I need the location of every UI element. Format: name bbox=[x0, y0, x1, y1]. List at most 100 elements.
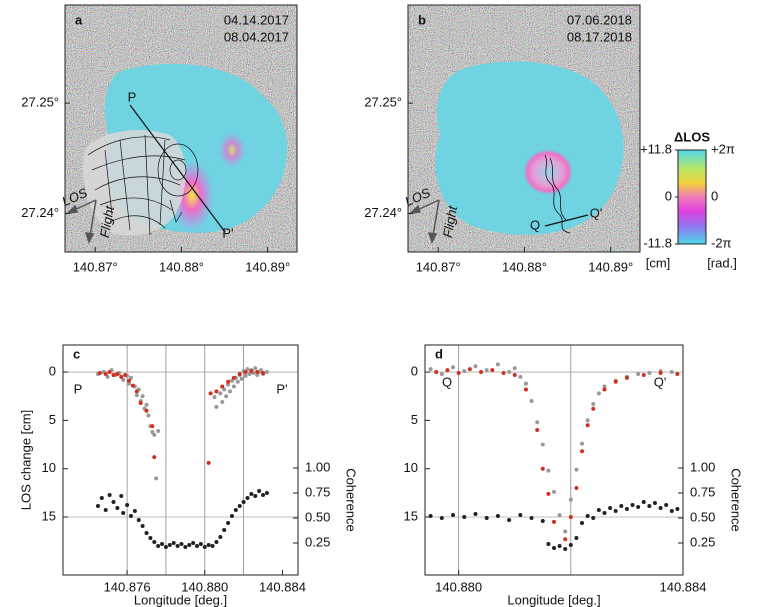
data-point bbox=[552, 546, 556, 550]
data-point bbox=[535, 420, 540, 425]
data-point bbox=[255, 372, 260, 377]
data-point bbox=[557, 544, 562, 548]
date-label: 04.14.2017 bbox=[224, 12, 289, 27]
y2-axis-title: Coherence bbox=[344, 468, 359, 532]
panel-label: b bbox=[418, 12, 426, 27]
panel-label: d bbox=[435, 346, 443, 361]
data-point bbox=[210, 544, 215, 548]
y2-tick-label: 0.50 bbox=[690, 509, 715, 524]
data-point bbox=[255, 370, 260, 375]
date-label: 08.04.2017 bbox=[224, 29, 289, 44]
colorbar-label: 0 bbox=[665, 188, 672, 203]
y2-tick-label: 1.00 bbox=[690, 459, 715, 474]
data-point bbox=[97, 371, 102, 376]
data-point bbox=[121, 511, 126, 515]
data-point bbox=[128, 514, 133, 518]
data-point bbox=[546, 491, 551, 496]
data-point bbox=[451, 365, 456, 370]
data-point bbox=[641, 500, 646, 504]
colorbar-label: 0 bbox=[711, 188, 718, 203]
data-point bbox=[473, 364, 478, 369]
data-point bbox=[490, 368, 495, 373]
data-point bbox=[218, 535, 223, 539]
data-point bbox=[105, 374, 110, 379]
data-point bbox=[568, 497, 573, 502]
data-point bbox=[501, 371, 506, 376]
data-point bbox=[115, 371, 120, 376]
y-tick-label: 27.25° bbox=[364, 95, 402, 110]
map-annotation: Q bbox=[530, 217, 540, 232]
data-point bbox=[125, 503, 130, 507]
data-point bbox=[95, 504, 100, 508]
data-point bbox=[160, 542, 165, 546]
data-point bbox=[128, 375, 133, 380]
data-point bbox=[175, 544, 180, 548]
data-point bbox=[585, 423, 590, 428]
data-point bbox=[664, 503, 669, 507]
data-point bbox=[596, 391, 601, 396]
date-label: 07.06.2018 bbox=[567, 12, 632, 27]
colorbar-label: +2π bbox=[711, 141, 735, 156]
data-point bbox=[574, 467, 579, 472]
y2-tick-label: 1.00 bbox=[305, 459, 330, 474]
data-point bbox=[495, 362, 500, 367]
data-point bbox=[264, 370, 269, 375]
data-point bbox=[669, 509, 674, 513]
data-point bbox=[247, 371, 252, 376]
data-point bbox=[226, 379, 231, 384]
data-point bbox=[552, 489, 556, 494]
data-point bbox=[613, 379, 618, 384]
data-point bbox=[529, 516, 534, 520]
colorbar-unit: [rad.] bbox=[707, 255, 737, 270]
colorbar-title: ΔLOS bbox=[674, 129, 710, 144]
y2-tick-label: 0.75 bbox=[305, 484, 330, 499]
map-image-b bbox=[408, 5, 640, 252]
data-point bbox=[257, 489, 262, 493]
data-point bbox=[428, 367, 433, 372]
data-point bbox=[152, 540, 157, 544]
data-point bbox=[134, 389, 139, 394]
data-point bbox=[107, 370, 112, 375]
data-point bbox=[540, 442, 545, 447]
x-tick-label: 140.87° bbox=[73, 259, 118, 274]
data-point bbox=[150, 424, 155, 429]
data-point bbox=[222, 387, 227, 392]
data-point bbox=[132, 509, 137, 513]
data-point bbox=[602, 511, 607, 515]
data-point bbox=[144, 402, 149, 407]
data-point bbox=[261, 371, 266, 376]
annotation: P bbox=[74, 381, 83, 396]
data-point bbox=[154, 476, 159, 481]
data-point bbox=[249, 492, 254, 496]
data-point bbox=[146, 413, 151, 418]
map-annotation: Flight bbox=[97, 203, 118, 238]
data-point bbox=[467, 367, 472, 372]
data-point bbox=[228, 389, 233, 394]
data-point bbox=[574, 536, 579, 540]
panel-label: a bbox=[75, 12, 83, 27]
data-point bbox=[585, 514, 590, 518]
data-point bbox=[591, 516, 596, 520]
y2-tick-label: 0.25 bbox=[690, 534, 715, 549]
data-point bbox=[574, 486, 579, 491]
colorbar-label: -2π bbox=[711, 235, 732, 250]
plot-frame bbox=[62, 344, 299, 576]
data-point bbox=[591, 401, 596, 406]
data-point bbox=[156, 544, 161, 548]
data-point bbox=[563, 529, 568, 534]
data-point bbox=[152, 455, 157, 460]
data-point bbox=[99, 496, 104, 500]
data-point bbox=[580, 449, 585, 454]
data-point bbox=[156, 429, 161, 434]
data-point bbox=[546, 468, 551, 473]
map-annotation: P' bbox=[222, 225, 233, 240]
data-point bbox=[167, 543, 172, 547]
data-point bbox=[647, 371, 652, 376]
data-point bbox=[136, 518, 141, 522]
data-point bbox=[563, 537, 568, 542]
x-tick-label: 140.876 bbox=[104, 579, 151, 594]
data-point bbox=[150, 429, 155, 434]
data-point bbox=[261, 493, 266, 497]
data-point bbox=[226, 521, 231, 525]
